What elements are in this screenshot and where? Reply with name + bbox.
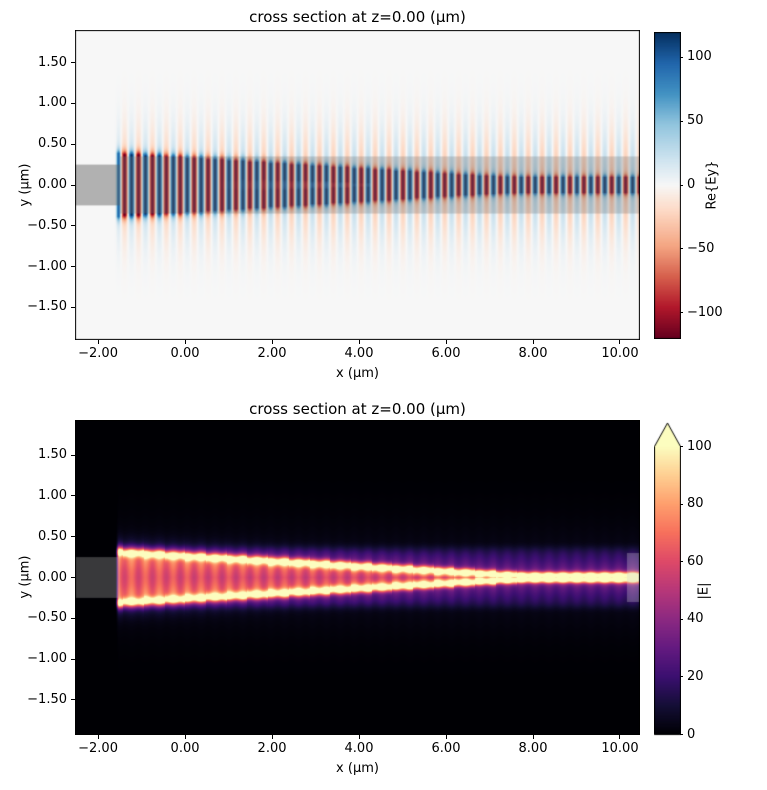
plot2-x-axis-label: x (μm) [336, 761, 379, 776]
x-tick-label: 6.00 [431, 741, 461, 756]
plot1-title: cross section at z=0.00 (μm) [249, 8, 466, 26]
y-tick-mark [71, 536, 75, 538]
x-tick-label: 4.00 [344, 741, 374, 756]
y-tick-label: −1.50 [27, 299, 67, 315]
x-tick-label: 8.00 [518, 741, 548, 756]
colorbar-tick-mark [680, 56, 683, 58]
y-tick-label: −0.50 [27, 610, 67, 626]
y-tick-label: −1.00 [27, 651, 67, 667]
colorbar-tick-label: 20 [687, 668, 704, 684]
y-tick-mark [71, 102, 75, 104]
y-tick-label: −1.00 [27, 258, 67, 274]
x-tick-label: 6.00 [431, 346, 461, 361]
colorbar-tick-mark [680, 561, 683, 563]
x-tick-mark [97, 735, 99, 739]
x-tick-mark [184, 340, 186, 344]
colorbar-tick-mark [680, 676, 683, 678]
x-tick-mark [271, 735, 273, 739]
y-tick-label: −1.50 [27, 691, 67, 707]
y-tick-mark [71, 184, 75, 186]
colorbar-tick-mark [680, 734, 683, 735]
y-tick-label: −0.50 [27, 217, 67, 233]
colorbar-tick-label: −50 [687, 240, 715, 256]
x-tick-mark [358, 340, 360, 344]
x-tick-label: 10.00 [601, 346, 639, 361]
x-tick-label: 0.00 [170, 741, 200, 756]
x-tick-mark [532, 340, 534, 344]
y-tick-mark [71, 454, 75, 456]
y-tick-label: 0.50 [38, 136, 67, 152]
x-tick-mark [445, 340, 447, 344]
plot2-title: cross section at z=0.00 (μm) [249, 400, 466, 418]
colorbar-tick-label: 50 [687, 113, 704, 129]
x-tick-label: 0.00 [170, 346, 200, 361]
y-tick-mark [71, 699, 75, 701]
y-tick-mark [71, 62, 75, 64]
y-tick-label: 0.00 [38, 177, 67, 192]
x-tick-label: 2.00 [257, 346, 287, 361]
colorbar-tick-label: −100 [687, 304, 723, 320]
y-tick-label: 1.00 [38, 487, 67, 503]
y-tick-label: 0.50 [38, 528, 67, 544]
x-tick-label: 2.00 [257, 741, 287, 756]
x-tick-label: 8.00 [518, 346, 548, 361]
y-tick-mark [71, 225, 75, 227]
colorbar-tick-mark [680, 618, 683, 620]
y-tick-label: 1.50 [38, 54, 67, 70]
colorbar-tick-label: 80 [687, 496, 704, 512]
colorbar-tick-mark [680, 503, 683, 505]
y-tick-label: 1.00 [38, 95, 67, 111]
x-tick-mark [271, 340, 273, 344]
colorbar-tick-label: 40 [687, 611, 704, 627]
x-tick-mark [358, 735, 360, 739]
y-tick-mark [71, 495, 75, 497]
x-tick-mark [97, 340, 99, 344]
colorbar-tick-mark [680, 120, 683, 122]
colorbar-tick-mark [680, 446, 683, 447]
x-tick-label: −2.00 [78, 346, 118, 361]
colorbar-tick-label: 100 [687, 49, 712, 65]
colorbar-tick-label: 0 [687, 177, 696, 192]
y-tick-mark [71, 143, 75, 145]
re-ey-heatmap-canvas [75, 30, 640, 340]
y-tick-mark [71, 617, 75, 619]
e-magnitude-colorbar-canvas [654, 422, 681, 736]
colorbar-tick-label: 0 [687, 726, 696, 742]
colorbar-tick-label: 100 [687, 438, 712, 454]
e-magnitude-heatmap-canvas [75, 420, 640, 735]
plot2-colorbar-label: |E| [696, 582, 712, 600]
y-tick-mark [71, 306, 75, 308]
y-tick-mark [71, 658, 75, 660]
x-tick-mark [619, 735, 621, 739]
y-tick-mark [71, 577, 75, 578]
colorbar-tick-label: 60 [687, 553, 704, 569]
colorbar-tick-mark [680, 248, 683, 250]
x-tick-mark [532, 735, 534, 739]
colorbar-tick-mark [680, 184, 683, 186]
x-tick-label: −2.00 [78, 741, 118, 756]
colorbar-tick-mark [680, 312, 683, 314]
x-tick-mark [619, 340, 621, 344]
x-tick-label: 4.00 [344, 346, 374, 361]
x-tick-mark [184, 735, 186, 739]
x-tick-label: 10.00 [601, 741, 639, 756]
plot1-x-axis-label: x (μm) [336, 366, 379, 381]
y-tick-label: 1.50 [38, 447, 67, 463]
y-tick-label: 0.00 [38, 569, 67, 585]
re-ey-colorbar-canvas [654, 32, 681, 339]
y-tick-mark [71, 266, 75, 268]
x-tick-mark [445, 735, 447, 739]
